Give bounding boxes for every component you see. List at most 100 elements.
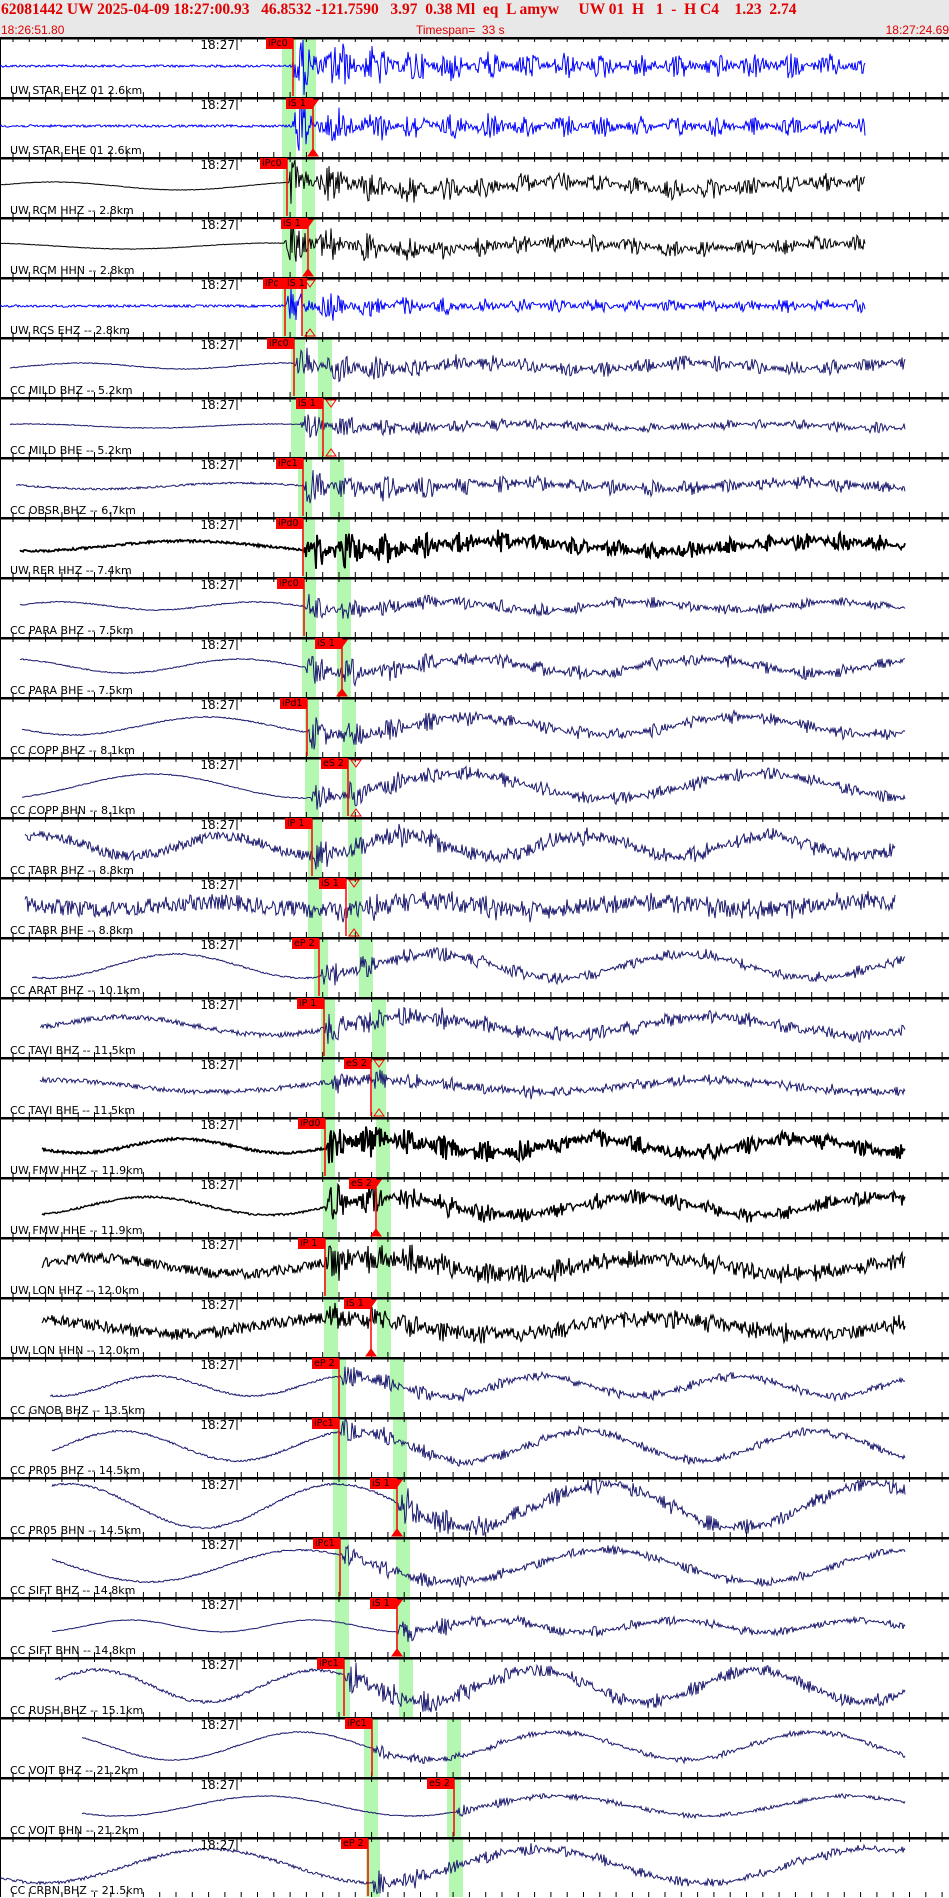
waveform-trace <box>51 1478 906 1536</box>
trace-panel[interactable]: 18:27 iPc1 CC VOIT BHZ -- 21.2km <box>0 1717 949 1777</box>
panel-divider <box>0 157 949 160</box>
pick-label[interactable]: eP 2 <box>341 1838 368 1849</box>
pick-uncertainty-marker <box>336 688 348 697</box>
trace-panel[interactable]: 18:27 iS 1 CC TABR BHE -- 8.8km <box>0 877 949 937</box>
trace-panel[interactable]: 18:27 iS 1 CC SIFT BHN -- 14.8km <box>0 1597 949 1657</box>
panel-divider <box>0 397 949 400</box>
pick-window-band <box>333 1477 347 1537</box>
pick-label[interactable]: iPc <box>263 278 285 289</box>
panel-divider <box>0 1837 949 1840</box>
trace-panel[interactable]: 18:27 iPd0 UW FMW HHZ -- 11.9km <box>0 1117 949 1177</box>
pick-uncertainty-marker <box>348 879 360 888</box>
pick-window-band <box>348 877 362 937</box>
pick-label[interactable]: iPc0 <box>260 158 287 169</box>
minute-label: 18:27 <box>200 278 235 292</box>
trace-panel[interactable]: 18:27 iS 1 UW LON HHN -- 12.0km <box>0 1297 949 1357</box>
channel-label: UW RER HHZ -- 7.4km <box>10 564 132 577</box>
pick-label[interactable]: eS 2 <box>321 758 348 769</box>
pick-label[interactable]: iS 1 <box>370 1478 397 1489</box>
channel-label: CC VOIT BHZ -- 21.2km <box>10 1764 139 1777</box>
trace-panel[interactable]: 18:27 iS 1 UW STAR EHE 01 2.6km <box>0 97 949 157</box>
trace-panel[interactable]: 18:27 iS 1 UW RCM HHN -- 2.8km <box>0 217 949 277</box>
trace-panel[interactable]: 18:27 iPc0 UW STAR EHZ 01 2.6km <box>0 37 949 97</box>
pick-label[interactable]: eS 2 <box>349 1178 376 1189</box>
trace-plot <box>0 517 949 577</box>
pick-label[interactable]: iPc0 <box>277 578 304 589</box>
pick-label[interactable]: iS 1 <box>370 1598 397 1609</box>
channel-label: CC CRBN BHZ -- 21.5km <box>10 1884 144 1897</box>
pick-label[interactable]: iP 1 <box>298 1238 325 1249</box>
pick-label[interactable]: iPd1 <box>280 698 307 709</box>
trace-panel[interactable]: 18:27 iPc0 CC MILD BHZ -- 5.2km <box>0 337 949 397</box>
trace-panel[interactable]: 18:27 eS 2 CC COPP BHN -- 8.1km <box>0 757 949 817</box>
trace-panel[interactable]: 18:27 iPc1 CC PR05 BHZ -- 14.5km <box>0 1417 949 1477</box>
pick-label[interactable]: eP 2 <box>312 1358 339 1369</box>
channel-label: CC VOIT BHN -- 21.2km <box>10 1824 139 1837</box>
trace-panel[interactable]: 18:27 eS 2 UW FMW HHE -- 11.9km <box>0 1177 949 1237</box>
trace-panel[interactable]: 18:27 iPc0 CC PARA BHZ -- 7.5km <box>0 577 949 637</box>
trace-panel[interactable]: 18:27 iS 1 CC MILD BHE -- 5.2km <box>0 397 949 457</box>
pick-label[interactable]: iPc1 <box>313 1538 340 1549</box>
trace-panel[interactable]: 18:27 eP 2 CC CRBN BHZ -- 21.5km <box>0 1837 949 1897</box>
pick-label[interactable]: iS 1 <box>315 638 342 649</box>
trace-panel[interactable]: 18:27 eP 2 CC GNOB BHZ -- 13.5km <box>0 1357 949 1417</box>
minute-label: 18:27 <box>200 1178 235 1192</box>
trace-panel[interactable]: 18:27 iS 1 CC PR05 BHN -- 14.5km <box>0 1477 949 1537</box>
trace-plot <box>0 997 949 1057</box>
minute-label: 18:27 <box>200 698 235 712</box>
trace-panel[interactable]: 18:27 iS 1 CC PARA BHE -- 7.5km <box>0 637 949 697</box>
channel-label: UW STAR EHZ 01 2.6km <box>10 84 143 97</box>
trace-panel[interactable]: 18:27 iPc1 CC SIFT BHZ -- 14.8km <box>0 1537 949 1597</box>
waveform-trace <box>81 1729 906 1765</box>
trace-panel[interactable]: 18:27 eP 2 CC ARAT BHZ -- 10.1km <box>0 937 949 997</box>
pick-label[interactable]: iPc0 <box>267 338 294 349</box>
minute-label: 18:27 <box>200 1718 235 1732</box>
trace-panel[interactable]: 18:27 iPc iS 1 UW RCS EHZ -- 2.8km <box>0 277 949 337</box>
trace-panel[interactable]: 18:27 eS 2 CC VOIT BHN -- 21.2km <box>0 1777 949 1837</box>
pick-label[interactable]: iPc1 <box>312 1418 339 1429</box>
trace-panel[interactable]: 18:27 iP 1 CC TAVI BHZ -- 11.5km <box>0 997 949 1057</box>
pick-label[interactable]: iS 1 <box>285 278 307 289</box>
pick-window-band <box>447 1717 461 1777</box>
pick-label[interactable]: iPc1 <box>345 1718 372 1729</box>
trace-panel[interactable]: 18:27 iPc1 CC OBSR BHZ -- 6.7km <box>0 457 949 517</box>
pick-label[interactable]: iS 1 <box>281 218 308 229</box>
pick-label[interactable]: eS 2 <box>427 1778 454 1789</box>
trace-panel[interactable]: 18:27 eS 2 CC TAVI BHE -- 11.5km <box>0 1057 949 1117</box>
minute-label: 18:27 <box>200 1238 235 1252</box>
waveform-trace <box>39 1069 906 1100</box>
trace-panel[interactable]: 18:27 iP 1 CC TABR BHZ -- 8.8km <box>0 817 949 877</box>
pick-label[interactable]: iP 1 <box>285 818 312 829</box>
trace-panel[interactable]: 18:27 iPc1 CC RUSH BHZ -- 15.1km <box>0 1657 949 1717</box>
trace-panel[interactable]: 18:27 iPd0 UW RER HHZ -- 7.4km <box>0 517 949 577</box>
panel-divider <box>0 1297 949 1300</box>
trace-panel[interactable]: 18:27 iPc0 UW RCM HHZ -- 2.8km <box>0 157 949 217</box>
panel-divider <box>0 757 949 760</box>
pick-window-band <box>305 757 319 817</box>
trace-panel[interactable]: 18:27 iPd1 CC COPP BHZ -- 8.1km <box>0 697 949 757</box>
pick-label[interactable]: iS 1 <box>319 878 346 889</box>
channel-label: CC TABR BHZ -- 8.8km <box>10 864 134 877</box>
pick-label[interactable]: iS 1 <box>286 98 313 109</box>
pick-label[interactable]: iPc1 <box>317 1658 344 1669</box>
minute-label: 18:27 <box>200 458 235 472</box>
pick-label[interactable]: eS 2 <box>344 1058 371 1069</box>
pick-window-band <box>321 1057 335 1117</box>
trace-panel[interactable]: 18:27 iP 1 UW LON HHZ -- 12.0km <box>0 1237 949 1297</box>
pick-label[interactable]: iPc1 <box>276 458 303 469</box>
waveform-trace <box>81 1792 906 1820</box>
waveform-trace <box>41 1182 906 1223</box>
panel-divider <box>0 1477 949 1480</box>
pick-label[interactable]: eP 2 <box>292 938 319 949</box>
pick-label[interactable]: iPd0 <box>276 518 303 529</box>
trace-plot <box>0 1057 949 1117</box>
pick-label[interactable]: iP 1 <box>297 998 324 1009</box>
pick-label[interactable]: iPd0 <box>298 1118 325 1129</box>
pick-label[interactable]: iS 1 <box>344 1298 371 1309</box>
channel-label: UW RCM HHZ -- 2.8km <box>10 204 134 217</box>
pick-label[interactable]: iS 1 <box>296 398 323 409</box>
pick-uncertainty-marker <box>302 268 314 277</box>
panel-divider <box>0 1537 949 1540</box>
pick-label[interactable]: iPc0 <box>266 38 293 49</box>
pick-window-band <box>308 877 322 937</box>
